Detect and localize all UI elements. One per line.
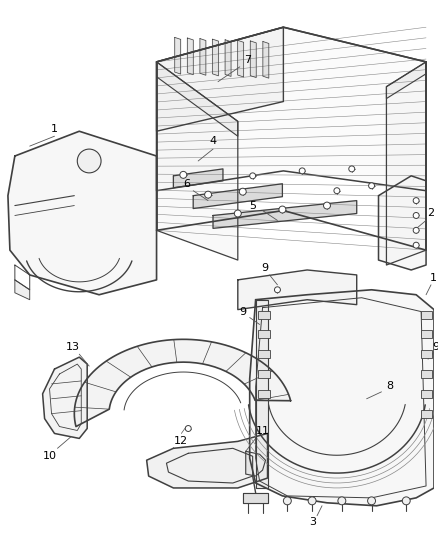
Text: 11: 11 — [256, 426, 269, 437]
Polygon shape — [256, 300, 268, 488]
Polygon shape — [156, 27, 426, 191]
FancyBboxPatch shape — [258, 311, 269, 319]
Polygon shape — [74, 340, 291, 426]
Circle shape — [239, 188, 246, 195]
Polygon shape — [225, 40, 231, 76]
Circle shape — [367, 497, 375, 505]
FancyBboxPatch shape — [258, 390, 269, 398]
Polygon shape — [175, 37, 181, 74]
Polygon shape — [15, 280, 30, 300]
Polygon shape — [193, 184, 283, 208]
Circle shape — [185, 425, 191, 432]
Polygon shape — [187, 38, 193, 75]
Text: 6: 6 — [183, 179, 190, 189]
Circle shape — [77, 149, 101, 173]
Circle shape — [283, 497, 291, 505]
Polygon shape — [243, 493, 268, 503]
Polygon shape — [200, 38, 206, 75]
Polygon shape — [386, 62, 426, 265]
Circle shape — [413, 242, 419, 248]
Circle shape — [234, 210, 241, 217]
Circle shape — [275, 287, 280, 293]
Text: 13: 13 — [65, 342, 79, 352]
Circle shape — [369, 183, 374, 189]
FancyBboxPatch shape — [420, 370, 431, 378]
Circle shape — [349, 166, 355, 172]
Text: 10: 10 — [42, 451, 57, 461]
Text: 4: 4 — [209, 136, 217, 146]
Text: 5: 5 — [249, 200, 256, 211]
Polygon shape — [156, 62, 238, 260]
Text: 12: 12 — [174, 437, 188, 446]
Circle shape — [205, 191, 212, 198]
Text: 1: 1 — [430, 273, 437, 283]
Polygon shape — [173, 169, 223, 188]
Circle shape — [180, 172, 187, 179]
Circle shape — [413, 198, 419, 204]
Polygon shape — [8, 131, 156, 295]
Text: 3: 3 — [310, 516, 317, 527]
Polygon shape — [263, 42, 269, 78]
Circle shape — [338, 497, 346, 505]
FancyBboxPatch shape — [420, 330, 431, 338]
Circle shape — [250, 173, 256, 179]
Polygon shape — [238, 41, 244, 77]
Text: 9: 9 — [261, 263, 268, 273]
Circle shape — [334, 188, 340, 193]
Polygon shape — [250, 290, 434, 506]
Polygon shape — [156, 62, 238, 136]
Circle shape — [413, 228, 419, 233]
Polygon shape — [250, 41, 256, 78]
Polygon shape — [213, 200, 357, 228]
Circle shape — [279, 206, 286, 213]
Circle shape — [299, 168, 305, 174]
Text: 9: 9 — [239, 306, 246, 317]
Polygon shape — [147, 433, 268, 488]
Text: 7: 7 — [244, 55, 251, 65]
Polygon shape — [238, 270, 357, 310]
Text: 9: 9 — [432, 342, 438, 352]
Circle shape — [402, 497, 410, 505]
Text: 2: 2 — [427, 208, 434, 219]
Circle shape — [308, 497, 316, 505]
FancyBboxPatch shape — [420, 311, 431, 319]
Polygon shape — [386, 62, 426, 99]
FancyBboxPatch shape — [258, 370, 269, 378]
Polygon shape — [212, 39, 219, 76]
FancyBboxPatch shape — [420, 410, 431, 417]
Text: 8: 8 — [386, 381, 393, 391]
Polygon shape — [246, 451, 265, 476]
FancyBboxPatch shape — [420, 350, 431, 358]
Circle shape — [324, 202, 330, 209]
FancyBboxPatch shape — [258, 330, 269, 338]
FancyBboxPatch shape — [258, 350, 269, 358]
Polygon shape — [378, 176, 426, 270]
Text: 1: 1 — [51, 124, 58, 134]
Circle shape — [413, 213, 419, 219]
Polygon shape — [156, 27, 283, 131]
Polygon shape — [42, 357, 87, 439]
FancyBboxPatch shape — [420, 390, 431, 398]
